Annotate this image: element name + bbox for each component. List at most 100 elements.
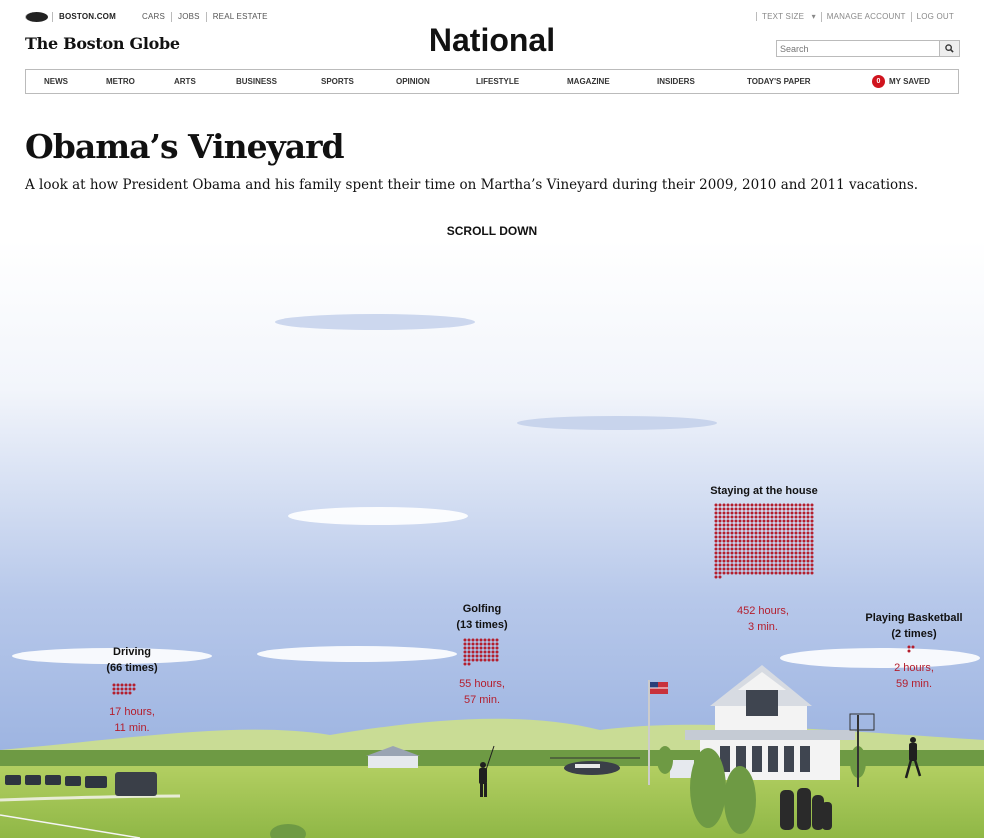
nav-opinion[interactable]: OPINION <box>396 77 430 86</box>
hour-dot <box>766 543 770 547</box>
hour-dot <box>718 555 722 559</box>
hour-dot <box>463 658 467 662</box>
search-button[interactable] <box>940 40 960 57</box>
hour-dot <box>774 507 778 511</box>
hour-dot <box>730 531 734 535</box>
search-box <box>776 40 960 57</box>
hour-dot <box>774 515 778 519</box>
hour-dot <box>746 539 750 543</box>
hour-dot <box>766 511 770 515</box>
nav-sports[interactable]: SPORTS <box>321 77 354 86</box>
hour-dot <box>802 511 806 515</box>
hour-dot <box>798 531 802 535</box>
hour-dot <box>770 523 774 527</box>
hour-dot <box>786 547 790 551</box>
hour-dot <box>802 539 806 543</box>
hour-dot <box>774 555 778 559</box>
hour-dot <box>778 559 782 563</box>
hour-dot <box>754 563 758 567</box>
hour-dot <box>790 519 794 523</box>
hour-dot <box>722 527 726 531</box>
cars-link[interactable]: CARS <box>141 12 165 21</box>
real-estate-link[interactable]: REAL ESTATE <box>205 12 274 22</box>
hour-dot <box>742 519 746 523</box>
hour-dot <box>774 527 778 531</box>
nav-magazine[interactable]: MAGAZINE <box>567 77 610 86</box>
hour-dot <box>790 527 794 531</box>
hour-dot <box>722 539 726 543</box>
hour-dot <box>718 503 722 507</box>
hour-dot <box>487 638 491 642</box>
nav-business[interactable]: BUSINESS <box>236 77 277 86</box>
hour-dot <box>766 535 770 539</box>
hour-dot <box>802 559 806 563</box>
hour-dot <box>794 515 798 519</box>
hour-dot <box>794 559 798 563</box>
hour-dot <box>718 539 722 543</box>
hour-dot <box>730 571 734 575</box>
hour-dot <box>116 687 120 691</box>
hour-dot <box>794 555 798 559</box>
hour-dot <box>786 523 790 527</box>
hour-dot <box>738 555 742 559</box>
hour-dot <box>742 527 746 531</box>
hour-dot <box>806 559 810 563</box>
nav-my-saved[interactable]: 0 MY SAVED <box>872 75 930 88</box>
hour-dot <box>754 543 758 547</box>
hour-dot <box>726 507 730 511</box>
hour-dot <box>782 567 786 571</box>
hour-dot <box>483 658 487 662</box>
hour-dot <box>806 563 810 567</box>
basketball-player-icon <box>904 737 922 779</box>
bostoncom-link[interactable]: BOSTON.COM <box>25 12 128 22</box>
hour-dot <box>802 547 806 551</box>
hour-dot <box>782 547 786 551</box>
hour-dot <box>479 654 483 658</box>
hour-dot <box>738 571 742 575</box>
scroll-prompt[interactable]: SCROLL DOWN <box>446 224 538 238</box>
hour-dot <box>758 515 762 519</box>
boston-globe-logo[interactable]: The Boston Globe <box>25 34 180 53</box>
hour-dot <box>754 515 758 519</box>
hour-dot <box>911 645 915 649</box>
hour-dot <box>754 559 758 563</box>
hour-dot <box>790 547 794 551</box>
nav-news[interactable]: NEWS <box>44 77 68 86</box>
hour-dot <box>778 555 782 559</box>
helicopter-icon <box>550 757 640 775</box>
hour-dot <box>726 503 730 507</box>
hour-dot <box>738 507 742 511</box>
hour-dot <box>726 559 730 563</box>
hour-dot <box>742 507 746 511</box>
nav-arts[interactable]: ARTS <box>174 77 196 86</box>
hour-dot <box>754 551 758 555</box>
jobs-link[interactable]: JOBS <box>171 12 206 22</box>
hour-dot <box>762 567 766 571</box>
hour-dot <box>463 646 467 650</box>
hour-dot <box>722 535 726 539</box>
hour-dot <box>750 555 754 559</box>
hour-dot <box>782 555 786 559</box>
hour-dot <box>810 551 814 555</box>
hour-dot <box>778 515 782 519</box>
hour-dot <box>798 527 802 531</box>
hour-dot <box>746 535 750 539</box>
hour-dot <box>734 503 738 507</box>
hour-dot <box>758 531 762 535</box>
hour-dot <box>782 519 786 523</box>
nav-lifestyle[interactable]: LIFESTYLE <box>476 77 520 86</box>
hour-dot <box>471 646 475 650</box>
hour-dot <box>758 543 762 547</box>
hour-dot <box>810 527 814 531</box>
hour-dot <box>806 555 810 559</box>
hour-dot <box>726 531 730 535</box>
text-size-control[interactable]: TEXT SIZE ▾ <box>751 12 821 22</box>
search-input[interactable] <box>776 40 941 57</box>
hour-dot <box>750 511 754 515</box>
manage-account-link[interactable]: MANAGE ACCOUNT <box>820 12 911 22</box>
nav-todays-paper[interactable]: TODAY'S PAPER <box>747 77 811 86</box>
hour-dot <box>116 691 120 695</box>
nav-insiders[interactable]: INSIDERS <box>657 77 695 86</box>
log-out-link[interactable]: LOG OUT <box>910 12 959 22</box>
nav-metro[interactable]: METRO <box>106 77 135 86</box>
